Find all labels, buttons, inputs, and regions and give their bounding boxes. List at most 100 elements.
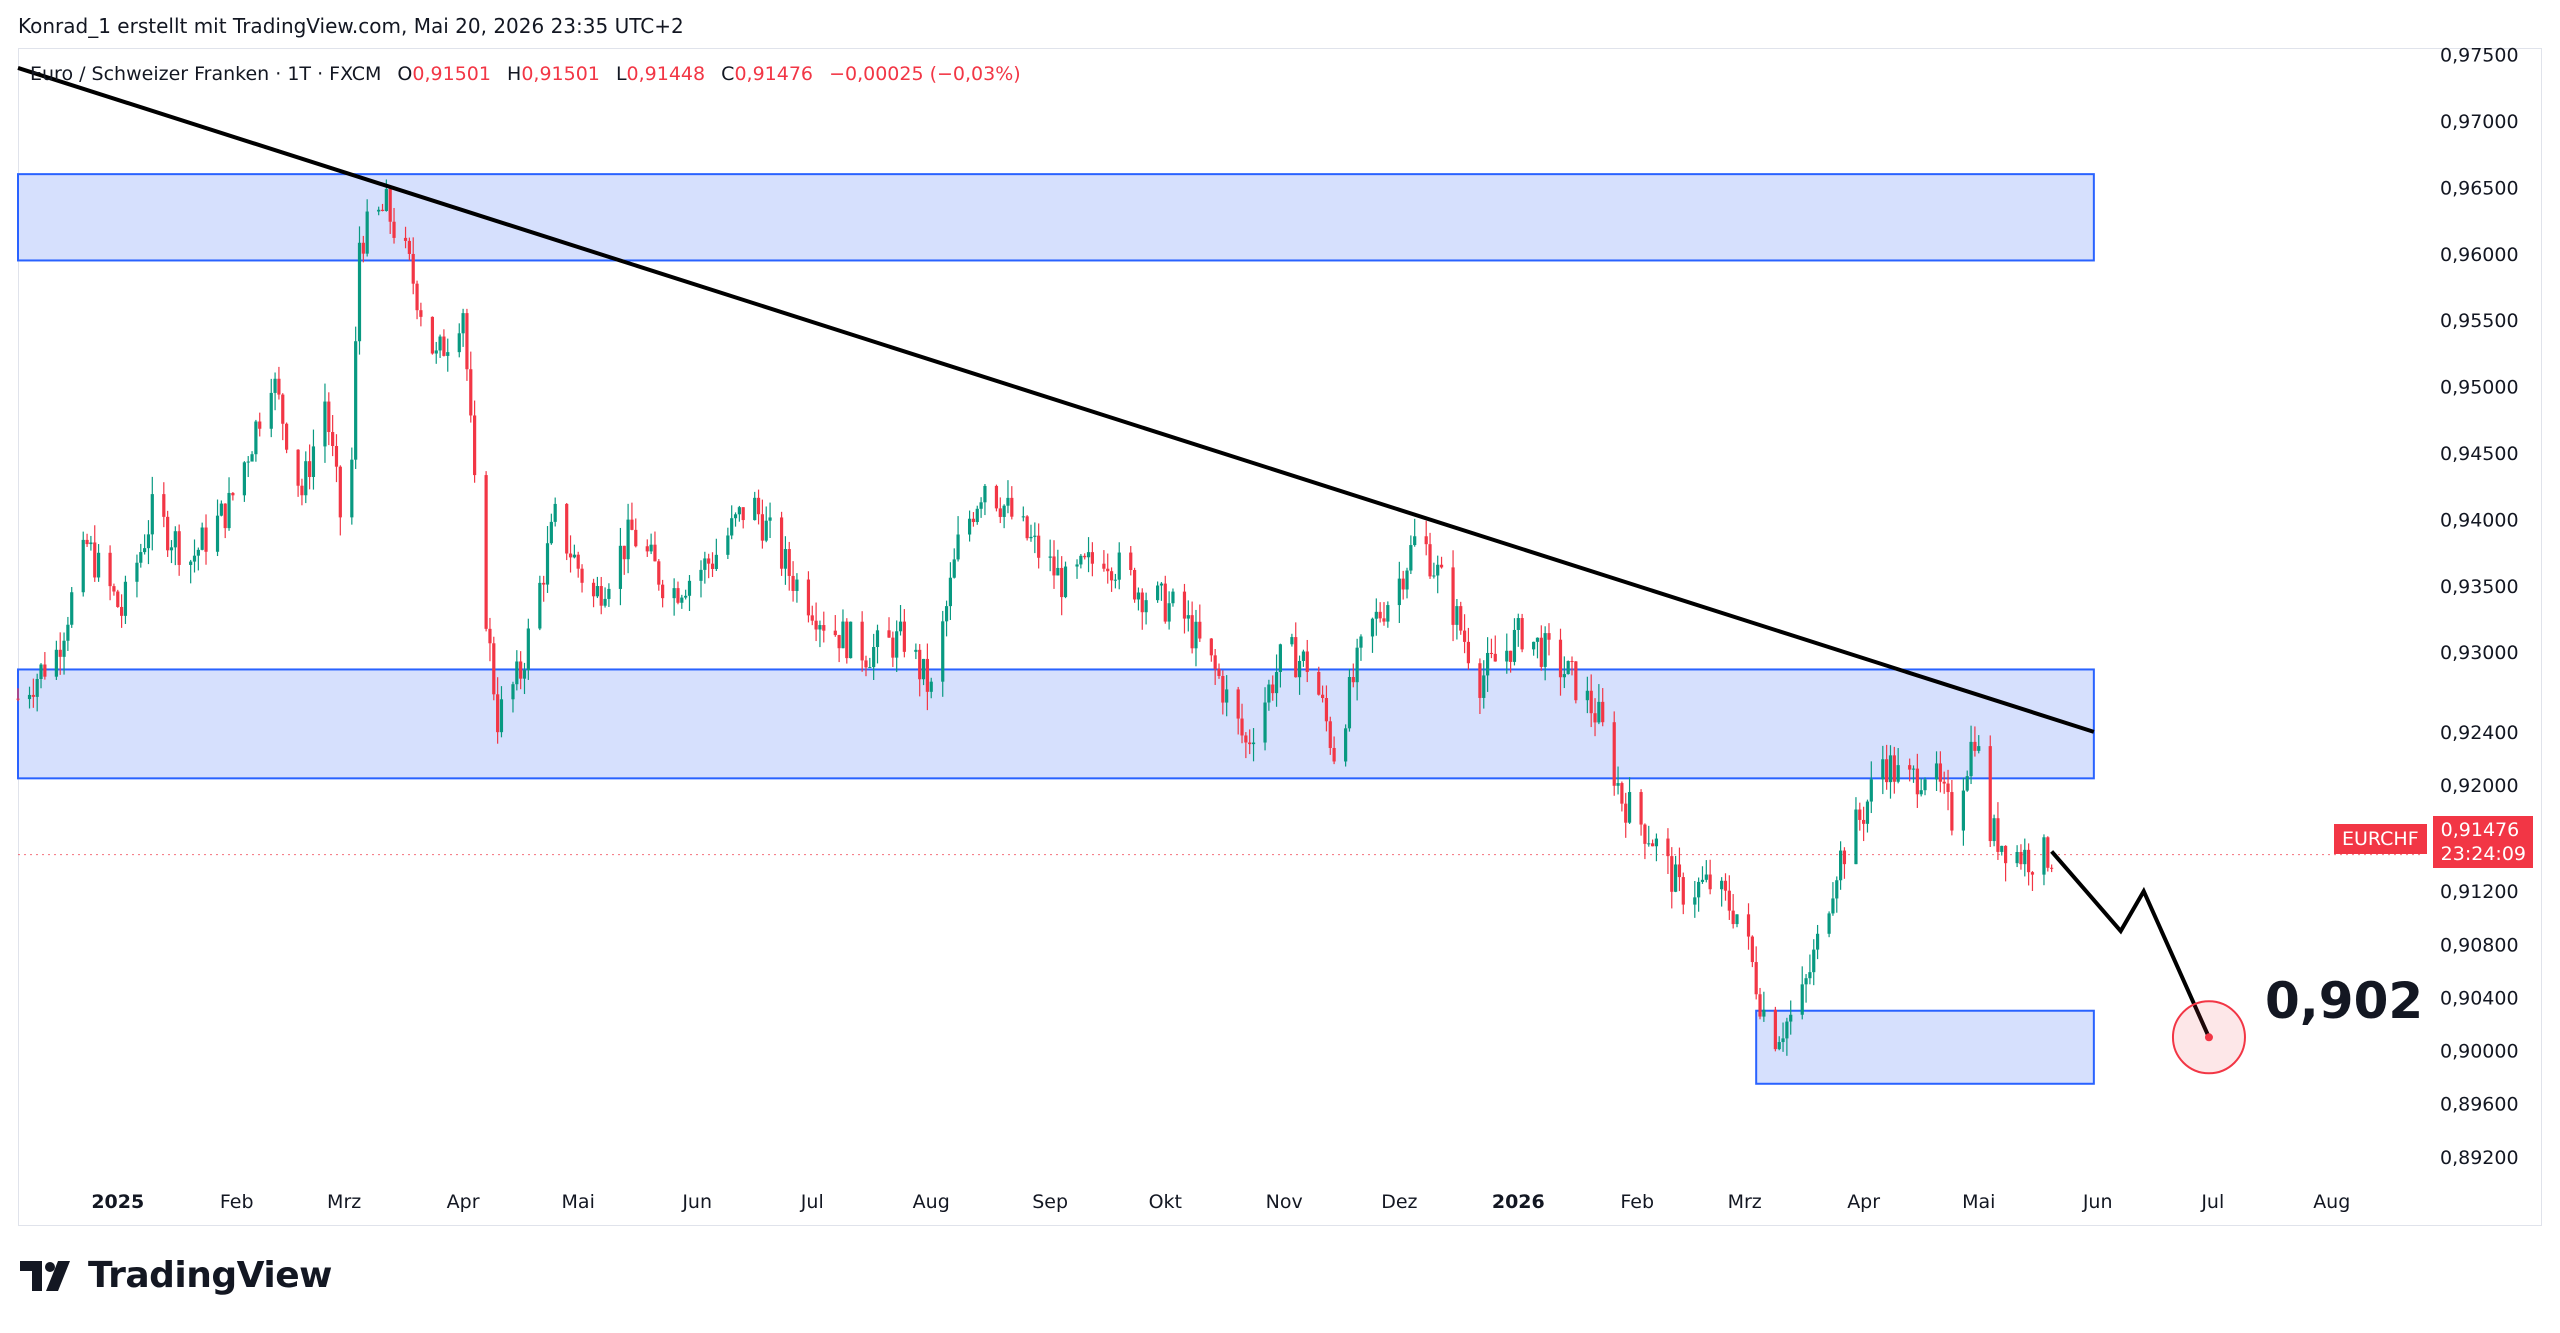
candle-body xyxy=(684,595,688,598)
x-tick-label: 2026 xyxy=(1492,1191,1545,1213)
candle-body xyxy=(1938,763,1942,782)
candle-body xyxy=(2023,849,2027,865)
candle-body xyxy=(1037,535,1041,558)
candle-body xyxy=(1620,783,1624,804)
candle-body xyxy=(714,554,718,569)
candle-body xyxy=(150,494,154,535)
candle-body xyxy=(634,529,638,547)
candle-body xyxy=(499,699,504,733)
candle-body xyxy=(338,466,342,518)
candle-body xyxy=(1251,742,1256,745)
symbol-legend: Euro / Schweizer Franken · 1T · FXCM O0,… xyxy=(30,63,1021,85)
candle-body xyxy=(16,698,20,700)
candle-body xyxy=(1785,1021,1789,1039)
candle-body xyxy=(572,554,576,558)
candle-body xyxy=(1908,765,1912,770)
candle-body xyxy=(1800,984,1804,1015)
candle-body xyxy=(31,694,35,697)
candle-body xyxy=(1509,650,1513,662)
candle-body xyxy=(281,394,285,424)
candle-body xyxy=(1597,701,1601,723)
high-label: H xyxy=(507,63,522,85)
candle-body xyxy=(1601,701,1605,723)
candle-body xyxy=(519,661,523,679)
candle-body xyxy=(1129,552,1133,570)
candle-body xyxy=(1359,636,1363,648)
price-badge-price: 0,91476 xyxy=(2440,819,2520,841)
candle-body xyxy=(1489,652,1494,654)
candle-body xyxy=(85,539,89,545)
candle-body xyxy=(1992,818,1996,842)
candle-body xyxy=(756,497,761,515)
candle-body xyxy=(1244,735,1248,743)
candle-body xyxy=(618,545,623,589)
candle-body xyxy=(1969,741,1973,777)
candle-body xyxy=(403,237,408,241)
candle-body xyxy=(898,621,903,632)
candle-body xyxy=(166,516,170,551)
x-tick-label: Jul xyxy=(800,1191,824,1213)
candle-body xyxy=(1950,792,1954,831)
candle-body xyxy=(849,621,853,659)
candle-body xyxy=(1240,718,1244,736)
candle-body xyxy=(2019,851,2023,865)
price-badge-countdown: 23:24:09 xyxy=(2440,843,2526,865)
candle-body xyxy=(687,580,692,596)
candle-body xyxy=(1355,647,1359,683)
candle-body xyxy=(1681,877,1685,905)
chart-credit: Konrad_1 erstellt mit TradingView.com, M… xyxy=(18,14,684,38)
candle-body xyxy=(542,582,546,585)
candle-body xyxy=(1654,838,1659,847)
candle-body xyxy=(377,209,381,212)
candle-body xyxy=(1835,880,1839,899)
y-tick-label: 0,94500 xyxy=(2440,443,2519,465)
candle-body xyxy=(189,561,193,565)
candle-body xyxy=(768,517,772,521)
candle-body xyxy=(1862,819,1866,824)
candle-body xyxy=(1543,633,1547,667)
candle-body xyxy=(1532,641,1536,650)
candle-body xyxy=(1808,972,1812,979)
candle-body xyxy=(419,310,423,317)
y-tick-label: 0,97000 xyxy=(2440,111,2519,133)
candle-body xyxy=(1163,583,1167,622)
chart-frame[interactable] xyxy=(18,48,2542,1226)
candle-body xyxy=(1727,890,1731,911)
candle-body xyxy=(1643,824,1647,844)
candle-body xyxy=(1946,783,1950,793)
candle-body xyxy=(1942,781,1946,784)
close-value: 0,91476 xyxy=(734,63,814,85)
candle-body xyxy=(108,552,112,587)
y-tick-label: 0,95500 xyxy=(2440,310,2519,332)
candle-body xyxy=(1455,606,1459,625)
candle-body xyxy=(733,514,738,519)
candle-body xyxy=(43,664,47,677)
y-tick-label: 0,97500 xyxy=(2440,45,2519,67)
candle-body xyxy=(1839,850,1843,881)
candle-body xyxy=(764,520,768,541)
candle-body xyxy=(787,549,791,576)
tradingview-logo[interactable]: TradingView xyxy=(20,1255,332,1296)
candle-body xyxy=(657,561,661,585)
candle-body xyxy=(753,497,757,521)
candle-body xyxy=(1132,569,1137,600)
candle-body xyxy=(1006,497,1010,506)
candle-body xyxy=(645,546,649,552)
candle-body xyxy=(1271,684,1275,694)
low-label: L xyxy=(615,63,627,85)
candle-body xyxy=(1996,818,2000,852)
candle-body xyxy=(2003,845,2008,864)
candle-body xyxy=(1136,592,1141,600)
candle-body xyxy=(411,253,415,284)
y-tick-label: 0,90800 xyxy=(2440,934,2519,956)
zone-2 xyxy=(1755,1009,2095,1085)
x-tick-label: Feb xyxy=(1620,1191,1654,1213)
candle-body xyxy=(1892,755,1896,782)
y-tick-label: 0,91200 xyxy=(2440,881,2519,903)
candle-body xyxy=(1156,585,1160,601)
candle-body xyxy=(672,588,676,599)
candle-body xyxy=(810,615,814,621)
candle-body xyxy=(1804,978,1808,985)
candle-body xyxy=(526,628,530,671)
